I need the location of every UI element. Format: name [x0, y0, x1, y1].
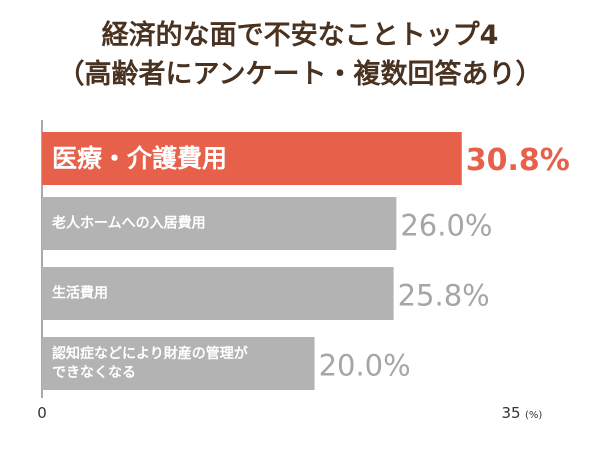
value-label: 20.0% [319, 349, 411, 383]
chart-subtitle: （高齢者にアンケート・複数回答あり） [57, 59, 543, 90]
unit-label: (%) [525, 410, 542, 421]
tick-label: 0 [37, 404, 47, 422]
chart-title: 経済的な面で不安なことトップ4 [101, 20, 499, 51]
tick-label: 35 [501, 404, 520, 422]
value-label: 30.8% [466, 143, 570, 178]
category-label: 老人ホームへの入居費用 [52, 215, 206, 232]
category-label: 生活費用 [52, 285, 108, 302]
category-label: 認知症などにより財産の管理が [52, 345, 249, 362]
bar [42, 337, 315, 390]
bar [42, 132, 462, 185]
bar [42, 197, 397, 250]
value-label: 25.8% [398, 279, 490, 313]
category-label: できなくなる [52, 365, 136, 381]
value-label: 26.0% [400, 209, 492, 243]
bar [42, 267, 394, 320]
category-label: 医療・介護費用 [52, 144, 227, 173]
